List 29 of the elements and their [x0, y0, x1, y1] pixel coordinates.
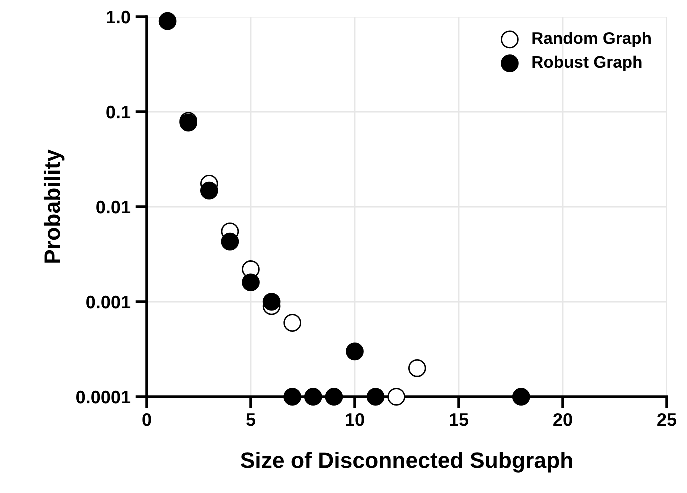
point [325, 388, 344, 406]
legend-label: Robust Graph [532, 56, 642, 72]
x-tick-label: 10 [346, 413, 364, 426]
y-tick-label: 0.01 [96, 200, 131, 214]
point [262, 293, 281, 311]
point [388, 388, 406, 406]
point [158, 12, 177, 30]
x-tick-label: 0 [142, 413, 152, 426]
point [346, 342, 364, 361]
point [512, 388, 530, 406]
x-tick-label: 20 [554, 413, 572, 426]
point [366, 388, 385, 406]
point [200, 182, 218, 200]
point [284, 314, 302, 332]
x-tick-label: 5 [246, 414, 256, 426]
legend-label: Random Graph [532, 32, 651, 48]
point [242, 274, 260, 292]
point [408, 359, 426, 378]
x-axis-title: Size of Disconnected Subgraph [240, 452, 572, 473]
y-tick-label: 1.0 [107, 10, 130, 24]
point [304, 388, 322, 406]
point [221, 232, 240, 251]
y-tick-label: 0.0001 [76, 390, 131, 404]
y-tick-label: 0.1 [106, 106, 131, 119]
x-tick-label: 15 [450, 414, 469, 426]
y-axis-title: Probability [44, 150, 65, 263]
point [284, 388, 302, 406]
y-tick-label: 0.001 [86, 296, 131, 309]
x-tick-label: 25 [658, 413, 677, 426]
